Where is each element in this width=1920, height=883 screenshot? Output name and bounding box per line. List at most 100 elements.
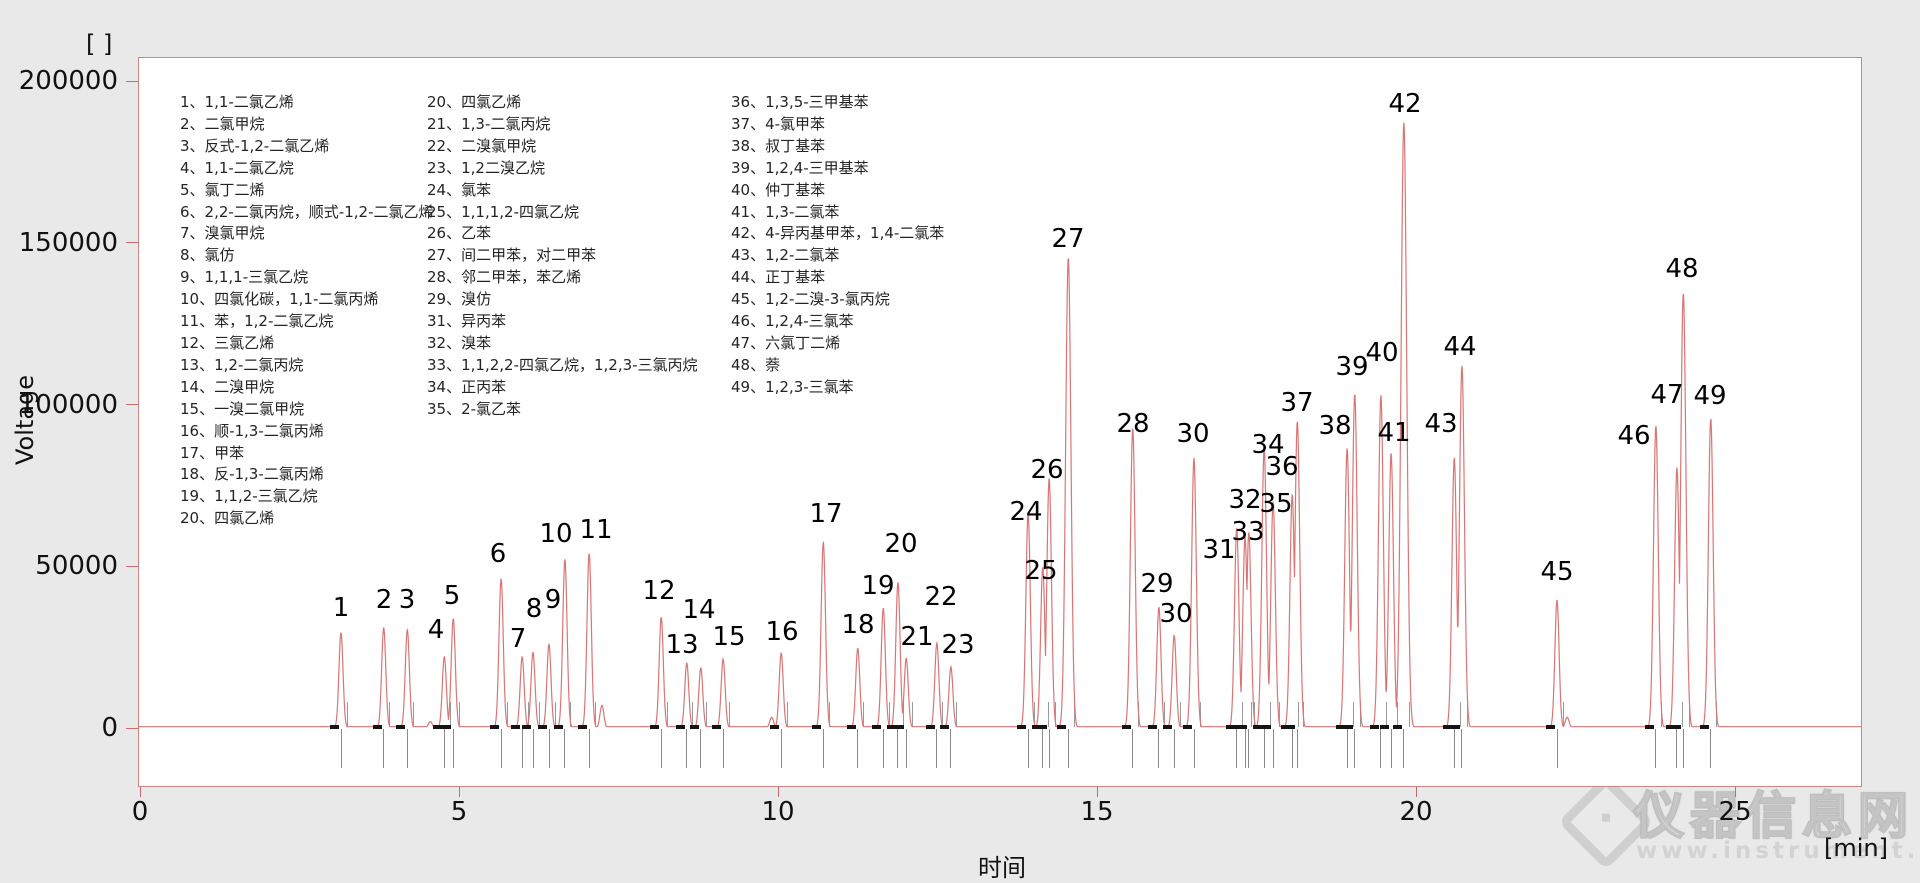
y-tick-label: 200000 xyxy=(18,66,118,96)
y-tick-mark xyxy=(126,565,138,567)
peak-number-label: 40 xyxy=(1365,338,1399,368)
integration-mark xyxy=(1163,725,1173,729)
x-tick-label: 20 xyxy=(1399,797,1433,827)
legend-item: 33、1,1,2,2-四氯乙烷，1,2,3-三氯丙烷 xyxy=(427,355,698,374)
peak-edge-tick xyxy=(1278,702,1280,727)
retention-drop-line xyxy=(1461,729,1463,768)
x-tick-label: 0 xyxy=(131,797,149,827)
peak-number-label: 33 xyxy=(1231,517,1265,547)
integration-mark xyxy=(770,725,780,729)
peak-edge-tick xyxy=(786,702,788,727)
peak-edge-tick xyxy=(412,702,414,727)
legend-item: 18、反-1,3-二氯丙烯 xyxy=(180,465,324,484)
peak-number-label: 7 xyxy=(509,624,527,654)
retention-drop-line xyxy=(882,729,884,768)
peak-edge-tick xyxy=(1386,702,1388,727)
legend-item: 13、1,2-二氯丙烷 xyxy=(180,355,304,374)
peak-edge-tick xyxy=(1250,702,1252,727)
integration-mark xyxy=(1343,725,1353,729)
peak-edge-tick xyxy=(828,702,830,727)
integration-mark xyxy=(895,725,905,729)
y-tick-mark xyxy=(126,242,138,244)
legend-item: 9、1,1,1-三氯乙烷 xyxy=(180,268,309,287)
integration-mark xyxy=(1286,725,1296,729)
x-tick-mark xyxy=(139,787,141,797)
retention-drop-line xyxy=(1390,729,1392,768)
legend-column-2: 20、四氯乙烯 21、1,3-二氯丙烷 22、二溴氯甲烷 23、1,2二溴乙烷 24、氯… xyxy=(427,92,698,421)
retention-drop-line xyxy=(1132,729,1134,768)
peak-edge-tick xyxy=(666,702,668,727)
legend-item: 29、溴仿 xyxy=(427,290,492,309)
peak-edge-tick xyxy=(538,702,540,727)
retention-drop-line xyxy=(1042,729,1044,768)
peak-number-label: 27 xyxy=(1051,224,1085,254)
peak-number-label: 31 xyxy=(1202,535,1236,565)
peak-number-label: 44 xyxy=(1443,332,1477,362)
legend-item: 1、1,1-二氯乙烯 xyxy=(180,93,294,111)
retention-drop-line xyxy=(1655,729,1657,768)
x-tick-label: 15 xyxy=(1080,797,1114,827)
peak-edge-tick xyxy=(506,702,508,727)
y-axis-unit-label: [ ] xyxy=(86,30,113,58)
legend-item: 49、1,2,3-三氯苯 xyxy=(731,377,854,396)
retention-drop-line xyxy=(1236,729,1238,768)
legend-item: 45、1,2-二溴-3-氯丙烷 xyxy=(731,290,890,309)
peak-number-label: 11 xyxy=(579,515,613,545)
legend-item: 7、溴氯甲烷 xyxy=(180,224,265,243)
watermark: 仪器信息网 www.instrument.c xyxy=(1557,760,1920,880)
integration-mark xyxy=(490,725,500,729)
peak-edge-tick xyxy=(554,702,556,727)
peak-edge-tick xyxy=(389,702,391,727)
legend-item: 4、1,1-二氯乙烷 xyxy=(180,158,294,177)
retention-drop-line xyxy=(1193,729,1195,768)
x-tick-label: 10 xyxy=(761,797,795,827)
peak-number-label: 13 xyxy=(665,630,699,660)
retention-drop-line xyxy=(406,729,408,768)
integration-mark xyxy=(1147,725,1157,729)
integration-mark xyxy=(1672,725,1682,729)
watermark-site-name: 仪器信息网 xyxy=(1633,786,1914,846)
retention-drop-line xyxy=(1354,729,1356,768)
integration-mark xyxy=(433,725,443,729)
peak-number-label: 4 xyxy=(427,615,445,645)
peak-number-label: 30 xyxy=(1176,419,1210,449)
legend-item: 21、1,3-二氯丙烷 xyxy=(427,114,551,133)
integration-mark xyxy=(872,725,882,729)
peak-edge-tick xyxy=(1242,702,1244,727)
plot-area xyxy=(138,57,1862,787)
peak-number-label: 41 xyxy=(1377,418,1411,448)
integration-mark xyxy=(650,725,660,729)
legend-item: 23、1,2二溴乙烷 xyxy=(427,158,545,177)
legend-item: 47、六氯丁二烯 xyxy=(731,333,841,352)
integration-mark xyxy=(442,725,452,729)
retention-drop-line xyxy=(452,729,454,768)
x-axis-title: 时间 xyxy=(978,854,1026,882)
integration-mark xyxy=(1380,725,1390,729)
legend-item: 26、乙苯 xyxy=(427,224,492,243)
retention-drop-line xyxy=(1272,729,1274,768)
peak-edge-tick xyxy=(706,702,708,727)
legend-item: 39、1,2,4-三甲基苯 xyxy=(731,158,869,177)
y-tick-label: 150000 xyxy=(18,227,118,258)
peak-number-label: 12 xyxy=(642,576,676,606)
retention-drop-line xyxy=(660,729,662,768)
integration-mark xyxy=(1450,725,1460,729)
peak-number-label: 23 xyxy=(941,630,975,660)
legend-item: 43、1,2-二氯苯 xyxy=(731,246,840,265)
retention-drop-line xyxy=(857,729,859,768)
peak-edge-tick xyxy=(1048,702,1050,727)
peak-edge-tick xyxy=(346,702,348,727)
integration-mark xyxy=(886,725,896,729)
legend-column-3: 36、1,3,5-三甲基苯 37、4-氯甲苯 38、叔丁基苯 39、1,2,4-三甲基… xyxy=(731,92,944,399)
legend-item: 2、二氯甲烷 xyxy=(180,114,265,133)
retention-drop-line xyxy=(521,729,523,768)
integration-mark xyxy=(689,725,699,729)
integration-mark xyxy=(553,725,563,729)
peak-edge-tick xyxy=(1073,702,1075,727)
retention-drop-line xyxy=(1556,729,1558,768)
retention-drop-line xyxy=(1244,729,1246,768)
retention-drop-line xyxy=(532,729,534,768)
peak-number-label: 34 xyxy=(1251,430,1285,460)
retention-drop-line xyxy=(383,729,385,768)
retention-drop-line xyxy=(950,729,952,768)
